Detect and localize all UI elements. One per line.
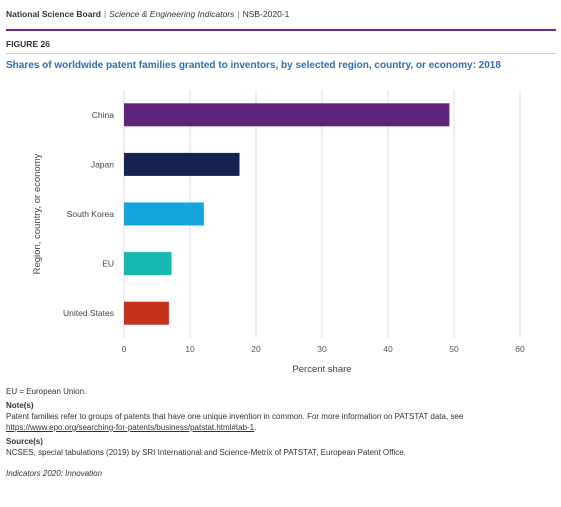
header-rule <box>6 29 556 31</box>
x-axis-title: Percent share <box>292 364 351 375</box>
bar-china <box>124 103 450 127</box>
y-axis-title: Region, country, or economy <box>32 153 43 274</box>
bar-chart: 0 10 20 30 40 50 60 China Japan South Korea EU Unit… <box>32 90 525 375</box>
category-label: South Korea <box>67 209 115 219</box>
x-tick-label: 30 <box>317 344 327 354</box>
report-header: National Science Board | Science & Enginee… <box>6 9 289 19</box>
title-rule <box>6 53 556 54</box>
notes-label: Note(s) <box>6 401 34 410</box>
notes-end: . <box>254 423 257 432</box>
abbreviation-note: EU = European Union. <box>6 387 87 396</box>
patstat-link[interactable]: https://www.epo.org/searching-for-patent… <box>6 423 255 432</box>
x-tick-label: 50 <box>449 344 459 354</box>
publication-name: Science & Engineering Indicators <box>109 9 235 19</box>
chart-notes: EU = European Union. Note(s) Patent fami… <box>6 386 551 479</box>
bar-japan <box>124 152 240 176</box>
x-tick-label: 60 <box>515 344 525 354</box>
source-text: NCSES, special tabulations (2019) by SRI… <box>6 448 406 457</box>
bar-united-states <box>124 301 169 325</box>
header-separator: | <box>237 9 240 19</box>
report-id: NSB-2020-1 <box>242 9 290 19</box>
x-tick-label: 40 <box>383 344 393 354</box>
category-label: EU <box>102 259 114 269</box>
bar-south-korea <box>124 202 204 226</box>
header-separator: | <box>103 9 107 19</box>
report-footer: Indicators 2020: Innovation <box>6 469 103 478</box>
x-tick-label: 0 <box>122 344 127 354</box>
org-name: National Science Board <box>6 9 101 19</box>
notes-body: Patent families refer to groups of paten… <box>6 412 464 421</box>
x-tick-label: 20 <box>251 344 261 354</box>
bar-eu <box>124 252 172 276</box>
category-label: United States <box>63 308 114 318</box>
source-label: Source(s) <box>6 437 43 446</box>
chart-title: Shares of worldwide patent families gran… <box>6 60 501 71</box>
notes-text: Patent families refer to groups of paten… <box>6 411 551 433</box>
category-label: Japan <box>91 159 114 169</box>
figure-label: FIGURE 26 <box>6 39 50 49</box>
category-label: China <box>92 110 114 120</box>
x-tick-label: 10 <box>185 344 195 354</box>
